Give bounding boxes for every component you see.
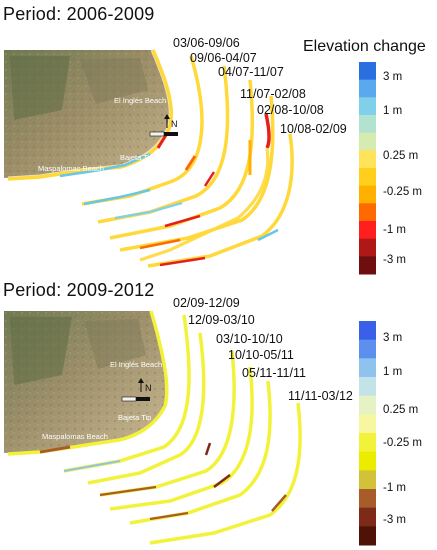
strip-6 [147,133,294,268]
colorbar-segment [359,97,376,116]
colorbar-segment [359,339,376,359]
map-label-bajeta-tip: Bajeta Tip [120,153,153,162]
north-arrow-icon: N [164,114,178,129]
coastline-strip-0-accent [59,152,151,178]
colorbar-segment [359,132,376,151]
interval-label-2-2: 12/09-03/10 [188,313,255,327]
map-label-el-ingles-2: El Inglés Beach [110,360,162,369]
strip-5 [264,113,271,149]
map-label-maspalomas-2: Maspalomas Beach [42,432,108,441]
map-label-maspalomas: Maspalomas Beach [38,164,104,173]
coastline-strip-0-2009 [7,310,169,456]
colorbar-segment [359,358,376,378]
strip-2-5 [129,380,272,525]
colorbar-segment [359,395,376,415]
coastline-strip-0-hotspot [156,134,168,149]
strip-2-1 [63,314,191,473]
coastline-strip-0-2009-hotspot [39,445,71,454]
scale-bar-icon [149,131,178,137]
legend-title: Elevation change [303,38,426,55]
colorbar-segment [359,79,376,98]
colorbar-segment [359,150,376,169]
colorbar-segment [359,489,376,509]
colorbar-2009-2012 [359,321,376,546]
interval-label-4: 11/07-02/08 [240,87,306,101]
cb1-label-2: 0.25 m [383,150,418,162]
colorbar-labels-2006-2009: 3 m 1 m 0.25 m -0.25 m -1 m -3 m [383,71,422,266]
cb2-label-1: 1 m [383,366,402,378]
strip-3 [109,79,255,240]
strip-2 [97,65,230,224]
colorbar-segment [359,238,376,257]
cb1-label-5: -3 m [383,254,406,266]
svg-text:N: N [145,383,152,393]
strip-1 [81,55,204,206]
colorbar-segment [359,115,376,134]
svg-text:N: N [171,119,178,129]
period-title-1: Period: 2006-2009 [3,4,155,24]
strip-4 [119,95,275,252]
colorbar-segment [359,526,376,546]
north-arrow-icon: N [138,378,152,393]
cb1-label-3: -0.25 m [383,186,422,198]
scale-bar-icon [121,396,150,402]
colorbar-segment [359,377,376,397]
period-title-2: Period: 2009-2012 [3,280,155,300]
cb1-label-1: 1 m [383,105,402,117]
colorbar-segment [359,451,376,471]
interval-label-2-3: 03/10-10/10 [216,332,283,346]
colorbar-segment [359,62,376,81]
panel-2006-2009: El Inglés Beach Bajeta Tip Maspalomas Be… [4,36,422,275]
panel-2009-2012: El Inglés Beach Bajeta Tip Maspalomas Be… [4,296,422,546]
interval-label-2: 09/06-04/07 [190,51,257,65]
aerial-photo-2009 [4,311,166,453]
map-label-bajeta-tip-2: Bajeta Tip [118,413,151,422]
colorbar-segment [359,414,376,434]
strip-2-4 [109,366,254,511]
colorbar-segment [359,168,376,187]
colorbar-segment [359,321,376,341]
strip-2-2 [87,332,206,485]
colorbar-segment [359,221,376,240]
strip-2-3 [99,350,236,497]
interval-label-2-6: 11/11-03/12 [288,389,353,403]
change-strips [81,55,294,268]
change-strips-2 [63,314,302,545]
cb2-label-3: -0.25 m [383,437,422,449]
interval-label-2-5: 05/11-11/11 [242,366,306,380]
colorbar-segment [359,185,376,204]
colorbar-segment [359,507,376,527]
interval-label-3: 04/07-11/07 [218,65,284,79]
strip-2-6 [149,402,302,545]
cb1-label-0: 3 m [383,71,402,83]
map-label-el-ingles: El Inglés Beach [114,96,166,105]
colorbar-labels-2009-2012: 3 m 1 m 0.25 m -0.25 m -1 m -3 m [383,332,422,526]
interval-label-1: 03/06-09/06 [173,36,240,50]
cb2-label-0: 3 m [383,332,402,344]
interval-label-2-1: 02/09-12/09 [173,296,240,310]
colorbar-segment [359,203,376,222]
cb1-label-4: -1 m [383,224,406,236]
colorbar-segment [359,470,376,490]
interval-label-6: 10/08-02/09 [280,122,347,136]
cb2-label-5: -3 m [383,514,406,526]
cb2-label-2: 0.25 m [383,404,418,416]
colorbar-segment [359,256,376,275]
interval-label-5: 02/08-10/08 [257,103,324,117]
cb2-label-4: -1 m [383,482,406,494]
interval-label-2-4: 10/10-05/11 [228,348,294,362]
colorbar-segment [359,433,376,453]
colorbar-2006-2009 [359,62,376,275]
